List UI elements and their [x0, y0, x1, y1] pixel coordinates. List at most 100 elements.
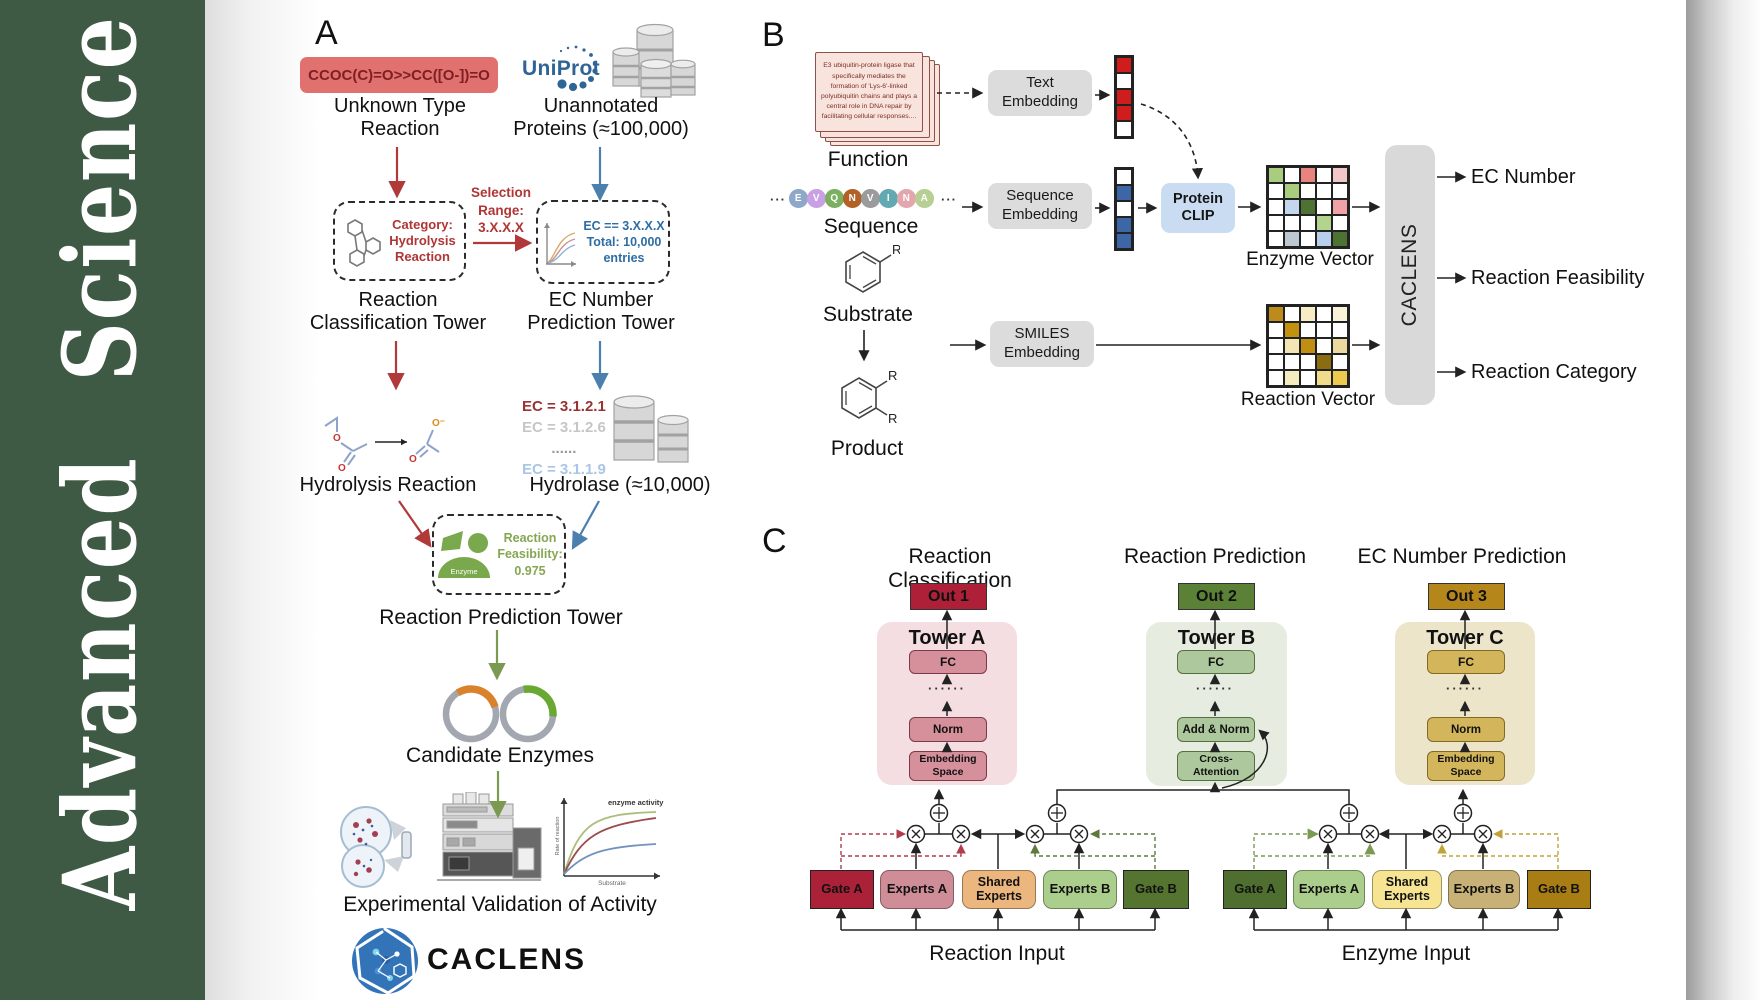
sequence-embedding-vector [1114, 167, 1134, 251]
graph-ylabel: Rate of reaction [555, 817, 561, 856]
tower-c-dots: ······ [1446, 681, 1484, 696]
tower-b-dots: ······ [1196, 681, 1234, 696]
svg-text:O⁻: O⁻ [432, 418, 445, 429]
reaction-prediction-tower-caption: Reaction Prediction Tower [379, 606, 623, 629]
tower-a-dots: ······ [928, 681, 966, 696]
validation-caption: Experimental Validation of Activity [343, 893, 657, 916]
enzyme-experts-b: Experts B [1448, 870, 1520, 909]
uniprot-dots-icon [557, 45, 598, 92]
candidate-enzymes-caption: Candidate Enzymes [406, 744, 594, 767]
reaction-experts-a: Experts A [880, 870, 954, 909]
tower-c-embedding-space: Embedding Space [1427, 751, 1505, 781]
reaction-gate-a: Gate A [810, 870, 874, 909]
tower-b-add-norm: Add & Norm [1177, 717, 1255, 742]
ec-item: EC = 3.1.2.1 [522, 398, 606, 415]
enzyme-gate-b: Gate B [1527, 870, 1591, 909]
assay-dishes-icon [340, 806, 412, 888]
journal-sidebar [0, 0, 205, 1000]
reaction-vector-label: Reaction Vector [1240, 389, 1376, 410]
enzyme-gate-a: Gate A [1223, 870, 1287, 909]
product-molecule: R R [841, 368, 897, 426]
protein-clip-box: Protein CLIP [1161, 183, 1235, 233]
molecule-icon [347, 219, 382, 267]
moe-nodes [906, 803, 1493, 844]
text-embedding-vector [1114, 55, 1134, 139]
substrate-molecule: R [845, 242, 900, 293]
enzyme-vector-matrix [1266, 165, 1350, 249]
feasibility-box: Enzyme Reaction Feasibility: 0.975 [432, 514, 566, 595]
sequence-ellipsis: ··· [941, 192, 957, 207]
product-caption: Product [830, 437, 904, 460]
hydrolase-caption: Hydrolase (≈10,000) [529, 474, 711, 496]
enzyme-experts-a: Experts A [1293, 870, 1365, 909]
journal-name: Advanced Science [41, 15, 159, 911]
enzyme-shared-experts: Shared Experts [1372, 870, 1442, 909]
function-card-text: E3 ubiquitin-protein ligase that specifi… [815, 52, 923, 132]
tower-b-fc: FC [1177, 650, 1255, 674]
svg-text:O: O [338, 463, 346, 472]
tower-c-fc: FC [1427, 650, 1505, 674]
enzyme-icon-label: Enzyme [451, 567, 478, 576]
activity-annotation: enzyme activity [608, 798, 664, 807]
sequence-caption: Sequence [823, 215, 919, 238]
tower-b-cross-attention: Cross- Attention [1177, 751, 1255, 781]
reaction-input-caption: Reaction Input [929, 942, 1065, 965]
function-caption: Function [827, 148, 909, 171]
panel-a-label: A [315, 14, 338, 52]
ec-tower-caption: EC Number Prediction Tower [527, 289, 675, 334]
enzyme-icon: Enzyme [438, 530, 491, 578]
sequence-ellipsis: ··· [770, 192, 786, 207]
activity-graph: enzyme activity Rate of reaction Substra… [555, 798, 664, 887]
text-embedding-box: Text Embedding [988, 70, 1092, 116]
category-text: Category: Hydrolysis Reaction [389, 216, 456, 265]
substrate-caption: Substrate [823, 303, 913, 326]
tower-a-norm: Norm [909, 717, 987, 742]
reaction-smiles-box: CCOC(C)=O>>CC([O-])=O [300, 57, 498, 93]
classification-tower-caption: Reaction Classification Tower [309, 289, 487, 334]
database-icon [612, 23, 696, 98]
smiles-embedding-box: SMILES Embedding [990, 321, 1094, 367]
r-group-label: R [888, 411, 897, 426]
feasibility-text: Reaction Feasibility: 0.975 [497, 531, 563, 578]
o-atom: O [333, 433, 341, 444]
task-title-ec-prediction: EC Number Prediction [1357, 545, 1567, 568]
tower-c-norm: Norm [1427, 717, 1505, 742]
caclens-pillar-label: CACLENS [1398, 223, 1421, 327]
tower-a-title: Tower A [908, 627, 986, 649]
caclens-wordmark: CACLENS [427, 943, 587, 976]
ec-item: EC = 3.1.2.6 [522, 419, 606, 436]
uniprot-logo: UniProt [522, 57, 600, 80]
ec-item: EC = 3.1.1.9 [522, 461, 606, 478]
reaction-experts-b: Experts B [1043, 870, 1117, 909]
unannotated-proteins-caption: Unannotated Proteins (≈100,000) [513, 95, 689, 140]
output-reaction-category: Reaction Category [1471, 361, 1637, 383]
out2-box: Out 2 [1178, 583, 1255, 610]
page-left-shadow [205, 0, 320, 1000]
tower-a-fc: FC [909, 650, 987, 674]
unknown-reaction-caption: Unknown Type Reaction [334, 95, 466, 140]
ec-selection-text: EC == 3.X.X.X Total: 10,000 entries [583, 218, 665, 266]
selection-range-label: Selection Range: 3.X.X.X [470, 185, 532, 236]
enzyme-input-caption: Enzyme Input [1341, 942, 1471, 965]
task-title-reaction-prediction: Reaction Prediction [1123, 545, 1307, 568]
hydrolase-database-icon [613, 395, 689, 463]
page-right-shadow [1686, 0, 1760, 1000]
panel-c-label: C [762, 522, 787, 560]
tower-a-embedding-space: Embedding Space [909, 751, 987, 781]
hydrolysis-caption: Hydrolysis Reaction [299, 474, 477, 496]
reaction-classification-box: Category: Hydrolysis Reaction [333, 201, 466, 281]
out1-box: Out 1 [910, 583, 987, 610]
reaction-vector-matrix [1266, 304, 1350, 388]
tower-c-title: Tower C [1426, 627, 1504, 649]
ec-number-list: EC = 3.1.2.1 EC = 3.1.2.6 ...... EC = 3.… [522, 396, 606, 480]
output-ec-number: EC Number [1471, 166, 1576, 188]
r-group-label: R [892, 242, 900, 257]
curves-icon [544, 223, 577, 267]
tower-b-title: Tower B [1177, 627, 1256, 649]
reaction-gate-b: Gate B [1123, 870, 1189, 909]
graph-xlabel: Substrate [598, 880, 626, 887]
caclens-logo [352, 927, 418, 995]
r-group-label: R [888, 368, 897, 383]
